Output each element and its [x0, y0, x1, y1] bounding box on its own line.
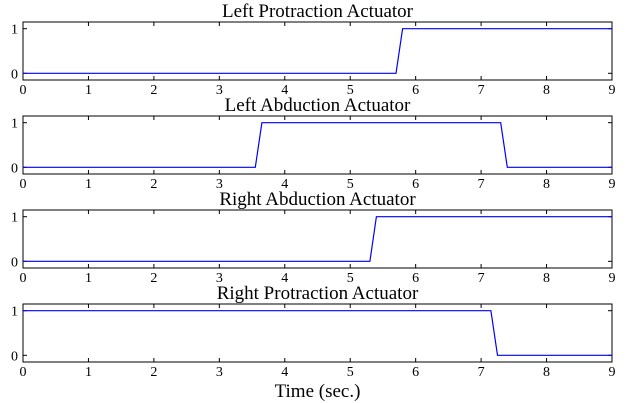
x-tick-label: 1	[85, 83, 92, 98]
x-tick-label: 3	[216, 83, 223, 98]
x-tick-label: 9	[609, 365, 616, 380]
x-tick-label: 2	[150, 83, 157, 98]
subplot-1: Left Protraction Actuator 0 1 2 3 4 5 6 7 8 9 0 1	[11, 1, 616, 98]
x-tick-label: 3	[216, 177, 223, 192]
x-tick-label: 2	[150, 271, 157, 286]
x-tick-label: 0	[20, 83, 27, 98]
x-tick-label: 0	[20, 177, 27, 192]
x-tick-label: 9	[609, 83, 616, 98]
x-tick-label: 5	[347, 83, 354, 98]
y-tick-label: 0	[11, 161, 18, 176]
x-tick-label: 0	[20, 365, 27, 380]
y-tick-label: 1	[11, 23, 18, 38]
x-tick-label: 4	[281, 83, 288, 98]
x-tick-label: 1	[85, 365, 92, 380]
x-tick-label: 4	[281, 365, 288, 380]
axes-frame	[22, 209, 613, 269]
x-axis-label: Time (sec.)	[275, 381, 361, 402]
subplot-title: Right Protraction Actuator	[217, 283, 419, 304]
y-tick-label: 1	[11, 211, 18, 226]
subplot-title: Left Abduction Actuator	[225, 95, 411, 116]
subplot-4: Right Protraction Actuator 0 1 2 3 4 5 6 7 8 9 0 1	[11, 283, 616, 380]
y-tick-label: 1	[11, 305, 18, 320]
x-tick-label: 1	[85, 271, 92, 286]
subplot-title: Left Protraction Actuator	[222, 1, 414, 22]
subplot-3: Right Abduction Actuator 0 1 2 3 4 5 6 7 8 9 0 1	[11, 189, 616, 286]
x-tick-label: 7	[478, 271, 485, 286]
series-line	[23, 310, 612, 356]
x-tick-label: 4	[281, 177, 288, 192]
axes-frame	[22, 303, 613, 363]
axes-frame	[22, 21, 613, 81]
y-tick-label: 1	[11, 117, 18, 132]
x-tick-label: 2	[150, 365, 157, 380]
x-tick-label: 5	[347, 177, 354, 192]
x-tick-label: 6	[412, 83, 419, 98]
x-tick-label: 7	[478, 83, 485, 98]
x-tick-label: 8	[543, 83, 550, 98]
y-tick-label: 0	[11, 349, 18, 364]
subplot-title: Right Abduction Actuator	[219, 189, 416, 210]
x-tick-label: 8	[543, 271, 550, 286]
subplot-2: Left Abduction Actuator 0 1 2 3 4 5 6 7 8 9 0 1	[11, 95, 616, 192]
x-tick-label: 5	[347, 271, 354, 286]
series-line	[23, 216, 612, 262]
x-tick-label: 8	[543, 365, 550, 380]
y-tick-label: 0	[11, 255, 18, 270]
x-tick-label: 3	[216, 271, 223, 286]
x-tick-label: 6	[412, 365, 419, 380]
x-tick-label: 8	[543, 177, 550, 192]
x-tick-label: 9	[609, 271, 616, 286]
y-tick-label: 0	[11, 67, 18, 82]
x-tick-label: 9	[609, 177, 616, 192]
x-tick-label: 6	[412, 271, 419, 286]
x-tick-label: 6	[412, 177, 419, 192]
axes-frame	[22, 115, 613, 175]
x-tick-label: 4	[281, 271, 288, 286]
x-tick-label: 1	[85, 177, 92, 192]
x-tick-label: 7	[478, 365, 485, 380]
x-tick-label: 0	[20, 271, 27, 286]
series-line	[23, 122, 612, 168]
series-line	[23, 28, 612, 74]
x-tick-label: 5	[347, 365, 354, 380]
x-tick-label: 3	[216, 365, 223, 380]
x-tick-label: 7	[478, 177, 485, 192]
x-tick-label: 2	[150, 177, 157, 192]
